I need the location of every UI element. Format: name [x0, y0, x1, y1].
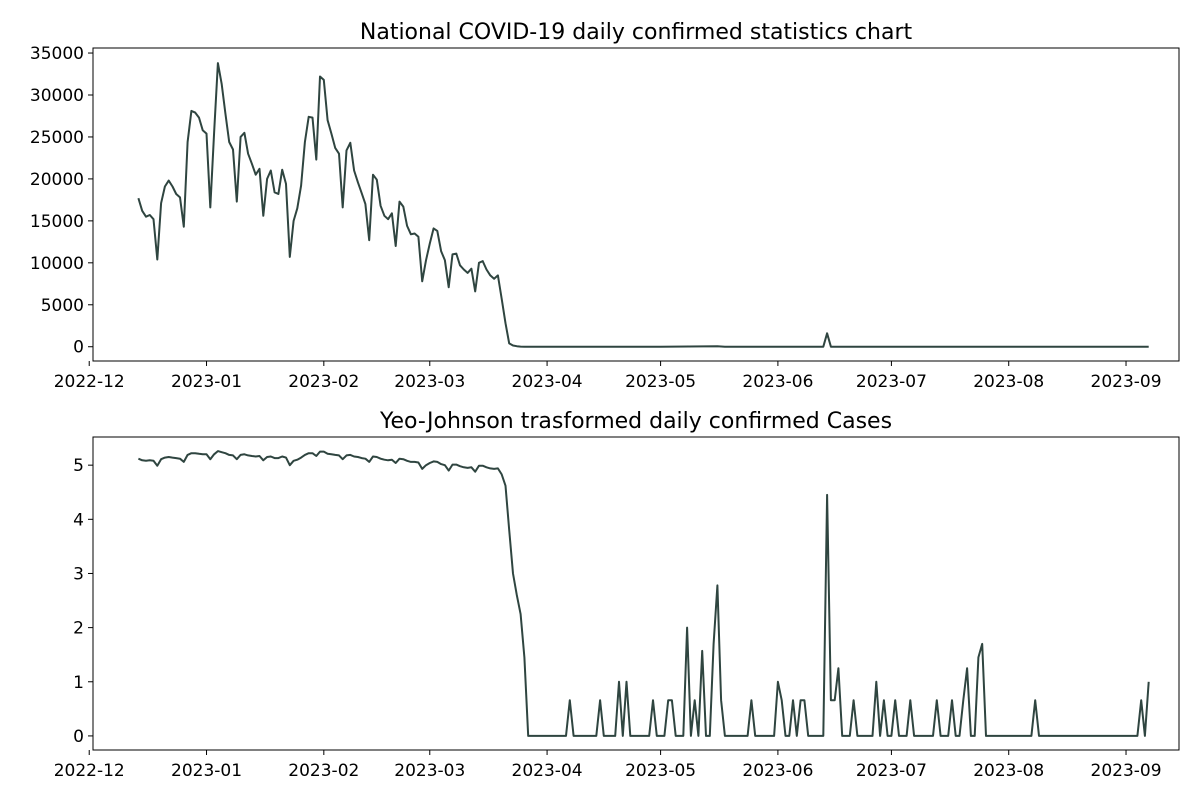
y-tick-label: 0 [73, 338, 84, 358]
x-tick-label: 2023-03 [394, 761, 465, 781]
x-axis: 2022-12 2023-01 2023-02 2023-03 2023-04 2023-… [54, 750, 1162, 781]
series-line [138, 450, 1150, 737]
y-tick-label: 2 [73, 619, 84, 639]
x-tick-label: 2022-12 [54, 372, 125, 392]
y-tick-label: 30000 [30, 86, 84, 106]
y-tick-label: 5 [73, 456, 84, 476]
y-tick-label: 10000 [30, 254, 84, 274]
x-tick-label: 2023-01 [171, 761, 242, 781]
chart-yeo-johnson: Yeo-Johnson trasformed daily confirmed C… [54, 409, 1180, 781]
y-tick-label: 4 [73, 510, 84, 530]
x-tick-label: 2023-04 [512, 372, 583, 392]
y-tick-label: 3 [73, 564, 84, 584]
chart-daily-confirmed: National COVID-19 daily confirmed statis… [30, 20, 1180, 392]
x-tick-label: 2023-06 [742, 761, 813, 781]
x-tick-label: 2023-04 [512, 761, 583, 781]
y-tick-label: 0 [73, 727, 84, 747]
x-tick-label: 2023-02 [288, 372, 359, 392]
chart-title: Yeo-Johnson trasformed daily confirmed C… [379, 409, 892, 434]
x-tick-label: 2023-05 [625, 761, 696, 781]
plot-area [92, 436, 1180, 751]
x-tick-label: 2022-12 [54, 761, 125, 781]
y-tick-label: 35000 [30, 44, 84, 64]
x-tick-label: 2023-01 [171, 372, 242, 392]
x-tick-label: 2023-07 [856, 372, 927, 392]
x-axis: 2022-12 2023-01 2023-02 2023-03 2023-04 2023-… [54, 361, 1162, 392]
y-tick-label: 1 [73, 673, 84, 693]
x-tick-label: 2023-07 [856, 761, 927, 781]
series-line [137, 62, 1149, 348]
x-tick-label: 2023-05 [625, 372, 696, 392]
x-tick-label: 2023-03 [394, 372, 465, 392]
chart-title: National COVID-19 daily confirmed statis… [360, 20, 913, 45]
x-tick-label: 2023-09 [1091, 372, 1162, 392]
y-axis: 0 1 2 3 4 5 [73, 456, 93, 747]
y-tick-label: 20000 [30, 170, 84, 190]
y-axis: 0 5000 10000 15000 20000 25000 30000 35000 [30, 44, 93, 358]
x-tick-label: 2023-08 [973, 372, 1044, 392]
x-tick-label: 2023-08 [973, 761, 1044, 781]
plot-area [92, 47, 1180, 362]
x-tick-label: 2023-06 [742, 372, 813, 392]
y-tick-label: 15000 [30, 212, 84, 232]
y-tick-label: 25000 [30, 128, 84, 148]
x-tick-label: 2023-09 [1091, 761, 1162, 781]
y-tick-label: 5000 [41, 296, 84, 316]
x-tick-label: 2023-02 [288, 761, 359, 781]
